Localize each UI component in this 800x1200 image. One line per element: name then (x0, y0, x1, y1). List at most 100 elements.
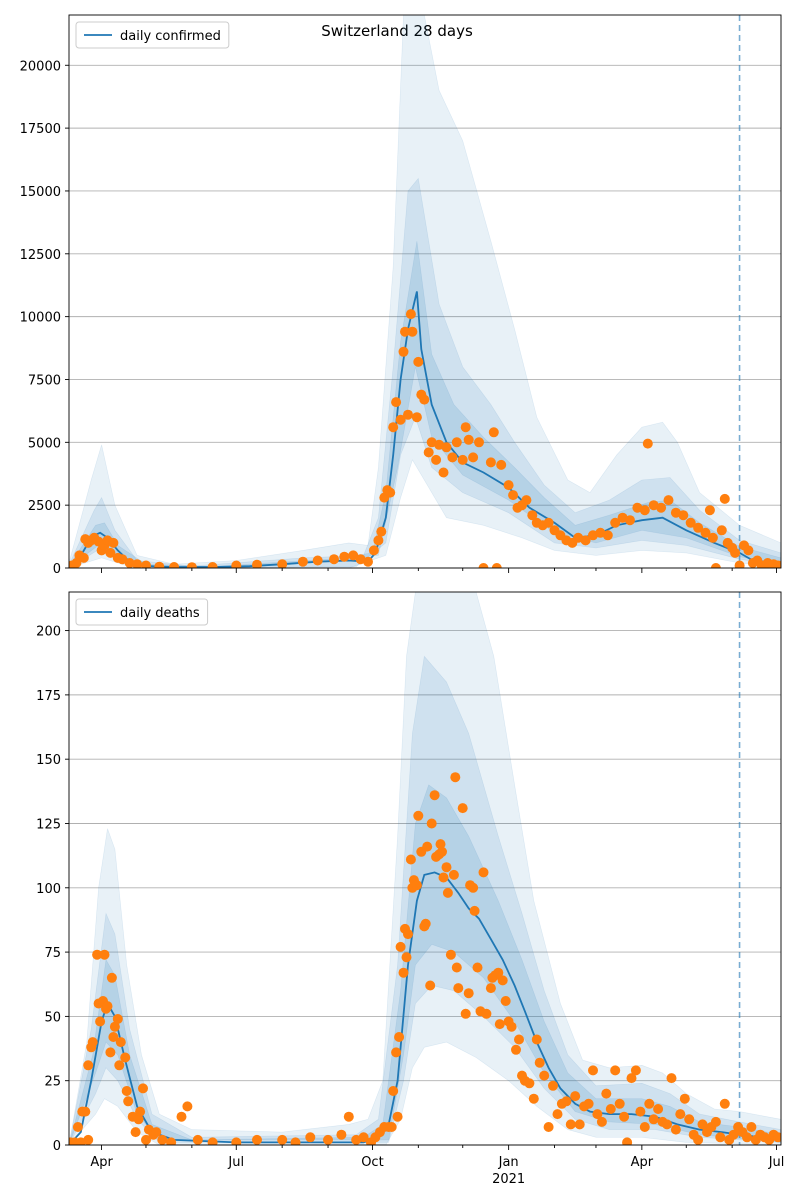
observed-point (132, 559, 143, 568)
observed-point (405, 309, 416, 320)
observed-point (105, 1047, 116, 1058)
observed-point (588, 1065, 598, 1076)
observed-point (386, 1122, 397, 1132)
observed-point (534, 1057, 545, 1068)
observed-point (656, 502, 667, 513)
observed-point (391, 397, 402, 408)
observed-point (403, 929, 413, 940)
observed-point (348, 550, 359, 561)
observed-point (448, 869, 459, 880)
observed-point (561, 1096, 572, 1107)
observed-point (431, 454, 442, 465)
observed-point (679, 1093, 690, 1104)
observed-point (625, 515, 635, 526)
observed-point (508, 490, 519, 501)
observed-point (176, 1111, 187, 1122)
observed-point (635, 1106, 646, 1117)
observed-point (478, 563, 489, 568)
y-tick-label: 17500 (20, 122, 61, 137)
observed-point (453, 983, 464, 994)
observed-point (395, 414, 406, 425)
y-tick-label: 75 (44, 946, 61, 961)
y-tick-label: 20000 (20, 59, 61, 74)
observed-point (115, 1037, 126, 1048)
observed-point (491, 563, 502, 568)
observed-point (472, 962, 483, 973)
observed-point (423, 447, 434, 458)
observed-point (411, 880, 422, 891)
observed-point (742, 1132, 752, 1143)
observed-point (442, 887, 453, 898)
observed-point (678, 510, 689, 521)
observed-point (426, 818, 437, 829)
observed-point (445, 949, 456, 960)
observed-point (192, 1134, 203, 1145)
observed-point (602, 530, 613, 541)
observed-point (290, 1137, 301, 1145)
observed-point (124, 558, 135, 568)
observed-point (619, 1111, 630, 1122)
y-tick-label: 10000 (20, 311, 61, 326)
observed-point (485, 457, 496, 468)
observed-point (92, 949, 103, 960)
observed-point (108, 537, 119, 548)
observed-point (407, 326, 418, 337)
observed-point (277, 559, 288, 568)
observed-point (626, 1073, 637, 1084)
observed-point (693, 1134, 704, 1145)
x-tick-label: Jul (227, 1155, 244, 1170)
observed-point (385, 487, 396, 498)
observed-point (130, 1127, 141, 1138)
observed-point (336, 1129, 347, 1140)
observed-point (395, 941, 406, 952)
observed-point (543, 517, 554, 528)
observed-point (734, 560, 745, 568)
x-year-label: 2021 (492, 1172, 525, 1187)
observed-point (252, 559, 262, 568)
x-tick-label: Jan (498, 1155, 519, 1170)
observed-point (422, 841, 433, 852)
observed-point (506, 1021, 517, 1032)
x-tick-label: Apr (631, 1155, 654, 1170)
observed-point (114, 1060, 125, 1071)
observed-point (548, 1080, 558, 1091)
observed-point (401, 952, 412, 963)
observed-point (539, 1070, 550, 1081)
observed-point (574, 1119, 585, 1130)
observed-point (398, 346, 409, 357)
observed-point (570, 1091, 581, 1102)
observed-point (358, 1132, 369, 1143)
observed-point (398, 967, 409, 978)
observed-point (697, 1119, 708, 1130)
observed-point (207, 562, 218, 568)
observed-point (639, 505, 650, 516)
observed-point (112, 1014, 123, 1024)
observed-point (666, 1073, 677, 1084)
observed-point (392, 1111, 403, 1122)
observed-point (451, 962, 462, 973)
observed-point (693, 522, 704, 533)
observed-point (773, 1132, 781, 1143)
observed-point (527, 510, 538, 521)
observed-point (78, 552, 89, 563)
observed-point (109, 1021, 120, 1032)
legend: daily confirmed (75, 21, 230, 49)
legend-label: daily confirmed (120, 29, 221, 44)
y-tick-label: 2500 (28, 499, 61, 514)
y-tick-label: 100 (36, 882, 61, 897)
observed-point (503, 480, 514, 491)
observed-point (497, 975, 508, 986)
observed-point (411, 412, 422, 423)
legend: daily deaths (75, 598, 209, 626)
y-tick-label: 0 (53, 1139, 61, 1154)
observed-point (531, 1034, 542, 1045)
observed-point (141, 560, 151, 568)
observed-point (610, 517, 621, 528)
y-tick-label: 200 (36, 625, 61, 640)
observed-point (277, 1134, 288, 1145)
observed-point (373, 535, 384, 546)
observed-point (648, 1114, 659, 1125)
observed-point (83, 1134, 94, 1145)
observed-point (485, 983, 496, 994)
observed-point (99, 949, 110, 960)
